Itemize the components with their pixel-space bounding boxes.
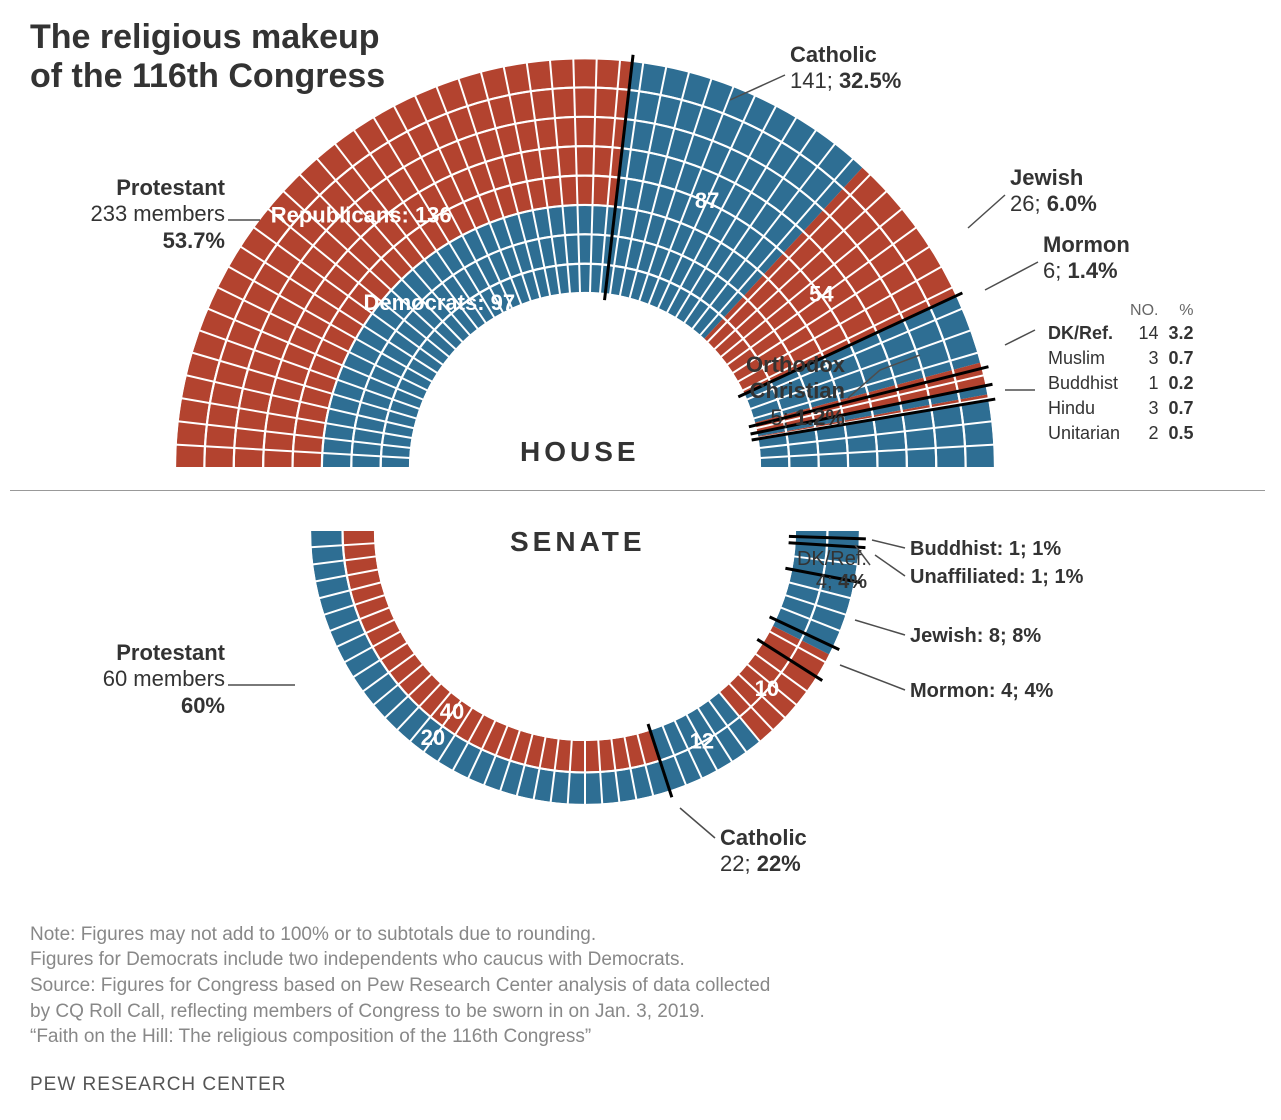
label-mormon-senate: Mormon: 4; 4%	[910, 680, 1053, 703]
house-label: HOUSE	[520, 436, 640, 468]
hemicycle-svg: Republicans: 136Democrats: 9787542040121…	[0, 0, 1281, 900]
label-catholic-senate: Catholic 22; 22%	[720, 825, 807, 878]
label-dkref-senate: DK/Ref. 4; 4%	[752, 548, 867, 594]
label-unaff-senate: Unaffiliated: 1; 1%	[910, 566, 1083, 589]
label-buddhist-senate: Buddhist: 1; 1%	[910, 538, 1061, 561]
label-jewish-senate: Jewish: 8; 8%	[910, 625, 1041, 648]
house-side-table: NO.% DK/Ref.143.2Muslim30.7Buddhist10.2H…	[1042, 300, 1200, 447]
footer-brand: PEW RESEARCH CENTER	[30, 1074, 287, 1096]
senate-label: SENATE	[510, 526, 646, 558]
label-orthodox-house: Orthodox Christian 5; 1.2%	[660, 352, 845, 431]
chamber-divider	[10, 490, 1265, 491]
label-jewish-house: Jewish 26; 6.0%	[1010, 165, 1097, 218]
footnotes: Note: Figures may not add to 100% or to …	[30, 922, 770, 1050]
label-protestant-senate: Protestant 60 members 60%	[55, 640, 225, 719]
label-mormon-house: Mormon 6; 1.4%	[1043, 232, 1130, 285]
label-protestant-house: Protestant 233 members 53.7%	[55, 175, 225, 254]
label-catholic-house: Catholic 141; 32.5%	[790, 42, 901, 95]
